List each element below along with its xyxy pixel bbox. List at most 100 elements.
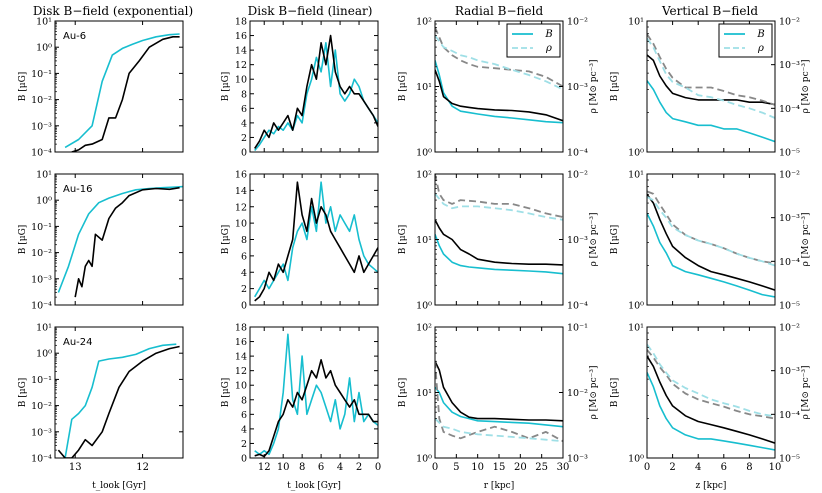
series-line-rho-gray	[647, 349, 775, 420]
series-line-rho-cyan	[435, 417, 563, 443]
series-line-rho-cyan	[647, 37, 775, 119]
series-line-B-black	[435, 360, 563, 422]
y-tick-label: 10⁻²	[31, 95, 52, 106]
legend-box	[718, 23, 773, 58]
y-tick-label: 10²	[416, 323, 432, 334]
y2-tick-label: 10⁻²	[779, 17, 800, 28]
y-tick-label: 4	[241, 268, 247, 279]
panel-r0-c0: 10⁻⁴ 10⁻³ 10⁻² 10⁻¹ 10⁰ 10¹ B [μG] Au-6	[18, 17, 184, 159]
y-tick-label: 2	[241, 133, 247, 144]
x-tick-label: 0	[375, 462, 381, 473]
y2-axis-label: ρ [M⊙ pc⁻³]	[589, 213, 599, 267]
y-tick-label: 10⁻²	[31, 248, 52, 259]
y2-tick-label: 10⁻²	[779, 323, 800, 334]
x-tick-label: 10	[769, 462, 782, 473]
series-line-black	[74, 186, 180, 298]
x-tick-label: 10	[277, 462, 290, 473]
y-axis-label: B [μG]	[398, 225, 408, 255]
y-tick-label: 10⁻⁴	[31, 454, 52, 465]
y-tick-label: 16	[235, 337, 247, 348]
halo-label: Au-24	[63, 337, 93, 348]
y2-tick-label: 10⁻⁴	[567, 148, 588, 159]
title-disk-exp: Disk B−field (exponential)	[33, 4, 193, 18]
plot-frame	[54, 326, 184, 459]
plot-frame	[54, 20, 184, 153]
y-tick-label: 10⁻⁴	[31, 148, 52, 159]
y-tick-label: 10⁰	[628, 454, 644, 465]
title-radial: Radial B−field	[455, 4, 544, 18]
series-line-B-cyan	[647, 80, 775, 143]
y-tick-label: 0	[241, 301, 247, 312]
series-line-cyan	[254, 333, 378, 456]
y-tick-label: 10¹	[628, 170, 644, 181]
series-line-cyan	[57, 185, 183, 293]
y2-tick-label: 10⁻⁴	[779, 410, 800, 421]
panel-r1-c0: 10⁻⁴ 10⁻³ 10⁻² 10⁻¹ 10⁰ 10¹ B [μG] Au-16	[18, 170, 184, 312]
legend-label-b: B	[544, 29, 552, 40]
y-tick-label: 10⁰	[36, 349, 52, 360]
y-tick-label: 2	[241, 284, 247, 295]
y2-axis-label: ρ [M⊙ pc⁻³]	[801, 213, 811, 267]
y-axis-label: B [μG]	[610, 72, 620, 102]
panels: 10⁻⁴ 10⁻³ 10⁻² 10⁻¹ 10⁰ 10¹ B [μG] Au-6 0 2 4 6 8 10 1…	[18, 17, 811, 492]
series-line-B-black	[435, 219, 563, 266]
y-tick-label: 10⁰	[36, 43, 52, 54]
y-tick-label: 10²	[416, 17, 432, 28]
y2-axis-label: ρ [M⊙ pc⁻³]	[589, 366, 599, 420]
panel-r1-c3: 10⁰ 10¹ 10⁻⁵ 10⁻⁴ 10⁻³ 10⁻² ρ [M⊙ pc⁻³] B [μG]	[610, 170, 811, 312]
plot-frame	[434, 326, 564, 459]
legend-label-rho: ρ	[757, 43, 764, 54]
y2-tick-label: 10⁻²	[567, 388, 588, 399]
series-line-black	[254, 358, 378, 458]
x-tick-label: 6	[318, 462, 324, 473]
x-tick-label: 2	[356, 462, 362, 473]
y2-tick-label: 10⁻³	[567, 82, 588, 93]
y-tick-label: 14	[235, 46, 247, 57]
panel-r1-c1: 0 2 4 6 8 10 12 14 16 B [μG]	[221, 170, 379, 312]
y-tick-label: 2	[241, 439, 247, 450]
series-line-B-cyan	[435, 60, 563, 124]
legend-box	[506, 23, 561, 58]
y2-tick-label: 10⁻³	[567, 235, 588, 246]
y-tick-label: 10¹	[36, 323, 52, 334]
y2-tick-label: 10⁻²	[779, 170, 800, 181]
y-tick-label: 8	[241, 235, 247, 246]
x-axis-label: t_look [Gyr]	[287, 481, 341, 491]
y-tick-label: 10	[235, 219, 247, 230]
x-tick-label: 0	[644, 462, 650, 473]
y-tick-label: 14	[235, 186, 247, 197]
y-tick-label: 10⁻³	[31, 427, 52, 438]
plot-frame	[646, 173, 776, 306]
y2-axis-label: ρ [M⊙ pc⁻³]	[801, 60, 811, 114]
y-tick-label: 10¹	[416, 388, 432, 399]
series-line-rho-cyan	[435, 34, 563, 91]
y-axis-label: B [μG]	[221, 378, 231, 408]
y-tick-label: 10⁻³	[31, 121, 52, 132]
y-tick-label: 16	[235, 170, 247, 181]
column-titles: Disk B−field (exponential) Disk B−field …	[33, 4, 759, 18]
halo-label: Au-6	[63, 31, 86, 42]
y-tick-label: 10⁰	[36, 196, 52, 207]
y2-tick-label: 10⁻³	[779, 366, 800, 377]
series-line-black	[254, 181, 378, 302]
y-tick-label: 10	[235, 381, 247, 392]
series-line-black	[71, 35, 180, 152]
x-tick-label: 10	[471, 462, 484, 473]
x-tick-label: 5	[453, 462, 459, 473]
series-line-rho-cyan	[647, 343, 775, 418]
y-axis-label: B [μG]	[18, 72, 28, 102]
y-tick-label: 0	[241, 454, 247, 465]
y-tick-label: 10⁻⁴	[31, 301, 52, 312]
y2-tick-label: 10⁻⁵	[779, 301, 800, 312]
series-line-black	[254, 34, 378, 149]
x-tick-label: 8	[299, 462, 305, 473]
y-tick-label: 18	[235, 323, 247, 334]
series-line-B-cyan	[647, 372, 775, 451]
y-tick-label: 10⁻³	[31, 274, 52, 285]
plot-frame	[249, 326, 379, 459]
series-line-rho-cyan	[647, 196, 775, 267]
y-axis-label: B [μG]	[221, 72, 231, 102]
y2-tick-label: 10⁻²	[567, 17, 588, 28]
y-tick-label: 10⁻¹	[31, 222, 52, 233]
x-tick-label: 30	[557, 462, 570, 473]
